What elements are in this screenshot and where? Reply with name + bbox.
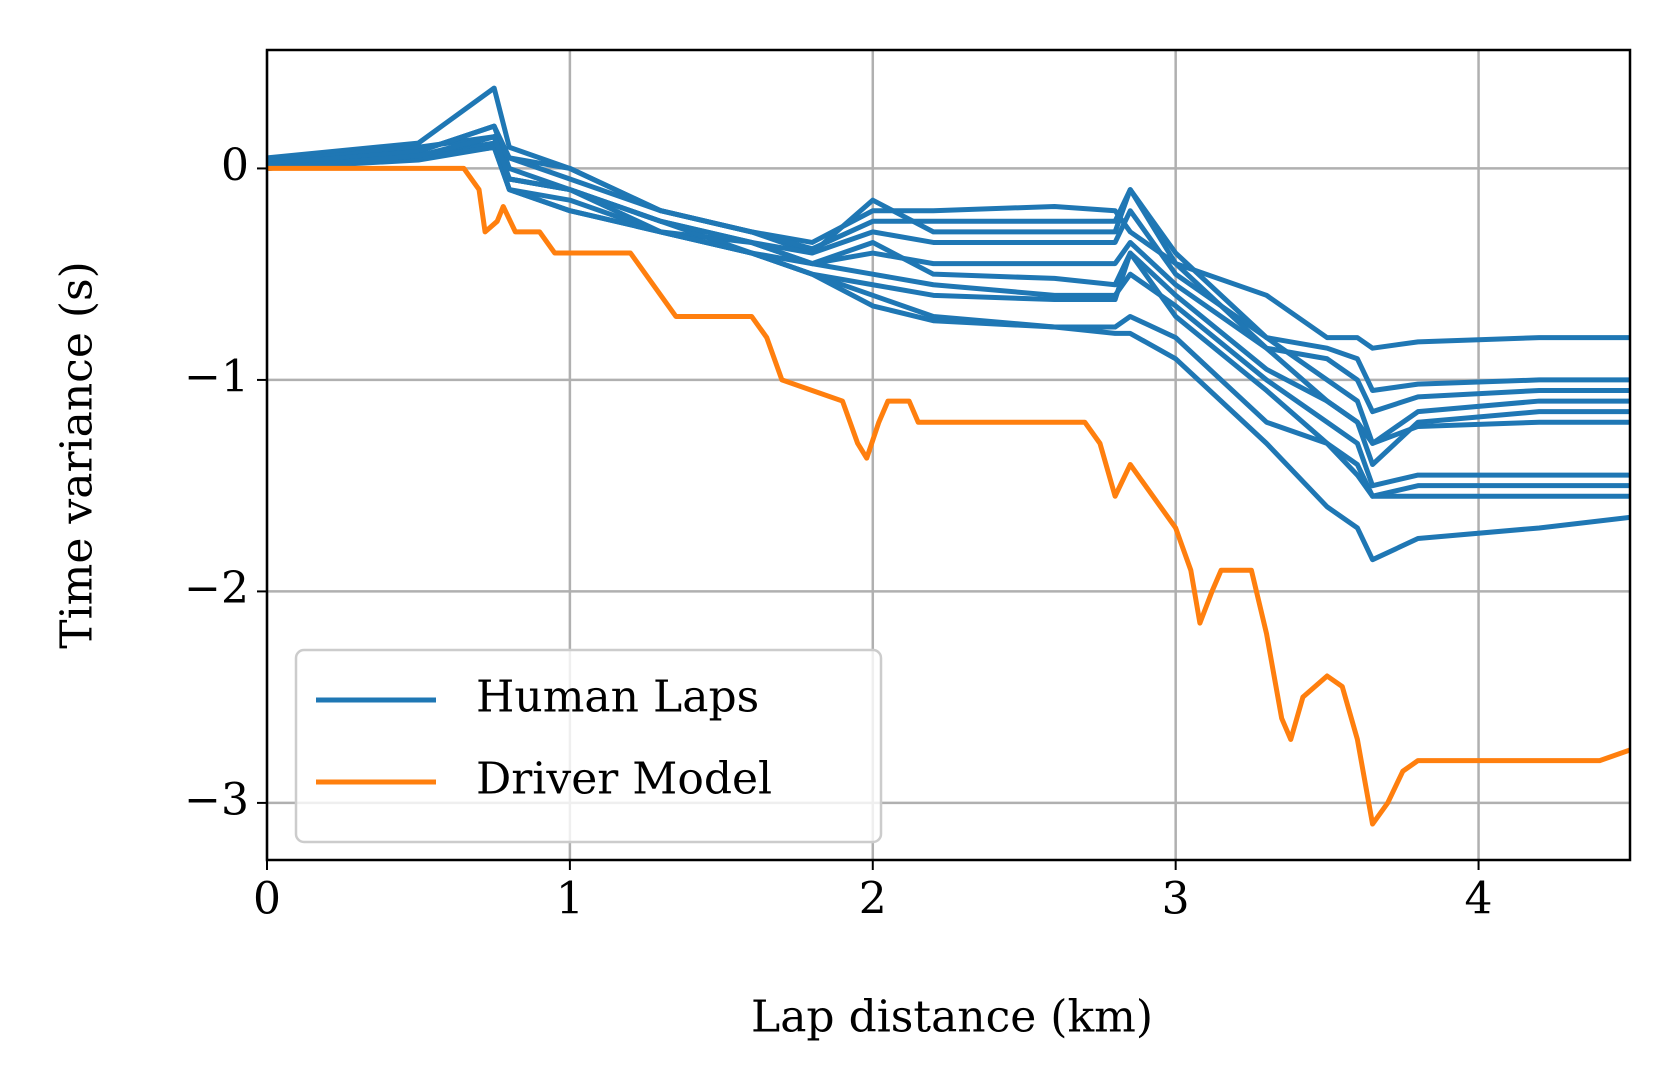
line-series bbox=[267, 165, 1630, 827]
x-tick-label: 0 bbox=[253, 874, 281, 925]
x-tick-label: 4 bbox=[1465, 874, 1493, 925]
x-tick-label: 1 bbox=[556, 874, 584, 925]
y-axis-label: Time variance (s) bbox=[52, 261, 103, 649]
line-series bbox=[267, 123, 1630, 415]
line-series bbox=[267, 140, 1630, 489]
y-tick-label: −1 bbox=[184, 351, 249, 402]
line-series bbox=[267, 134, 1630, 393]
line-series bbox=[267, 134, 1630, 468]
legend-box bbox=[294, 648, 883, 844]
y-tick-label: −3 bbox=[184, 774, 249, 825]
line-series bbox=[267, 144, 1630, 563]
x-tick-label: 3 bbox=[1162, 874, 1190, 925]
legend-label: Human Laps bbox=[476, 672, 759, 723]
line-series bbox=[267, 85, 1630, 351]
x-axis-label: Lap distance (km) bbox=[751, 992, 1153, 1043]
plot-frame bbox=[265, 48, 1632, 862]
y-tick-label: −2 bbox=[184, 563, 249, 614]
x-tick-label: 2 bbox=[859, 874, 887, 925]
legend-label: Driver Model bbox=[476, 754, 772, 805]
line-series bbox=[267, 123, 1630, 446]
y-tick-label: 0 bbox=[221, 140, 249, 191]
